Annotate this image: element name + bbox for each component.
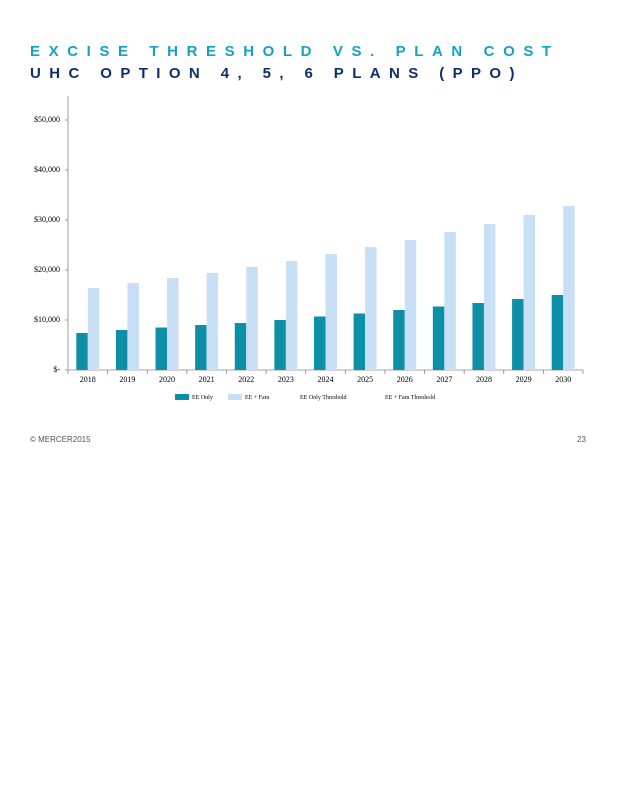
bar	[274, 320, 286, 370]
x-tick-label: 2024	[318, 375, 334, 384]
y-tick-label: $-	[53, 365, 60, 374]
bar	[87, 288, 100, 370]
legend-label: EE + Fam	[245, 395, 270, 401]
y-tick-label: $30,000	[34, 215, 60, 224]
bar	[76, 333, 88, 370]
bar	[365, 247, 377, 370]
x-tick-label: 2023	[278, 375, 294, 384]
legend-label: EE + Fam Threshold	[385, 395, 435, 401]
legend-label: EE Only	[192, 395, 213, 401]
bar	[195, 325, 207, 370]
bar	[206, 273, 219, 370]
bar	[512, 299, 524, 370]
x-tick-label: 2029	[516, 375, 532, 384]
y-tick-label: $20,000	[34, 265, 60, 274]
x-tick-label: 2030	[555, 375, 571, 384]
x-tick-label: 2027	[436, 375, 452, 384]
bar	[444, 232, 456, 370]
bar	[551, 295, 564, 370]
x-tick-label: 2025	[357, 375, 373, 384]
bar	[483, 224, 496, 370]
legend-swatch	[228, 394, 242, 400]
x-tick-label: 2028	[476, 375, 492, 384]
bar	[523, 215, 536, 370]
page-number: 23	[577, 435, 586, 444]
bar	[246, 267, 258, 370]
bar	[472, 303, 484, 370]
legend-label: EE Only Threshold	[300, 395, 347, 401]
chart-subtitle: UHC OPTION 4, 5, 6 PLANS (PPO)	[30, 65, 523, 82]
bar	[404, 240, 417, 370]
bar	[115, 330, 128, 370]
bar	[325, 254, 337, 370]
chart-title: EXCISE THRESHOLD VS. PLAN COST	[30, 43, 560, 60]
bar	[234, 323, 247, 370]
y-tick-label: $50,000	[34, 115, 60, 124]
legend-swatch	[175, 394, 189, 400]
x-tick-label: 2019	[119, 375, 135, 384]
footer: © MERCER2015	[30, 435, 91, 444]
bar	[314, 316, 326, 370]
x-tick-label: 2018	[80, 375, 96, 384]
x-tick-label: 2020	[159, 375, 175, 384]
y-tick-label: $40,000	[34, 165, 60, 174]
bar	[167, 278, 179, 370]
x-tick-label: 2026	[397, 375, 413, 384]
bar	[155, 327, 168, 370]
bar	[393, 310, 405, 370]
bar	[432, 306, 445, 370]
bar	[353, 313, 366, 370]
bar	[127, 283, 139, 370]
bar	[563, 206, 575, 370]
x-tick-label: 2021	[199, 375, 215, 384]
x-tick-label: 2022	[238, 375, 254, 384]
bar	[285, 261, 298, 370]
y-tick-label: $10,000	[34, 315, 60, 324]
